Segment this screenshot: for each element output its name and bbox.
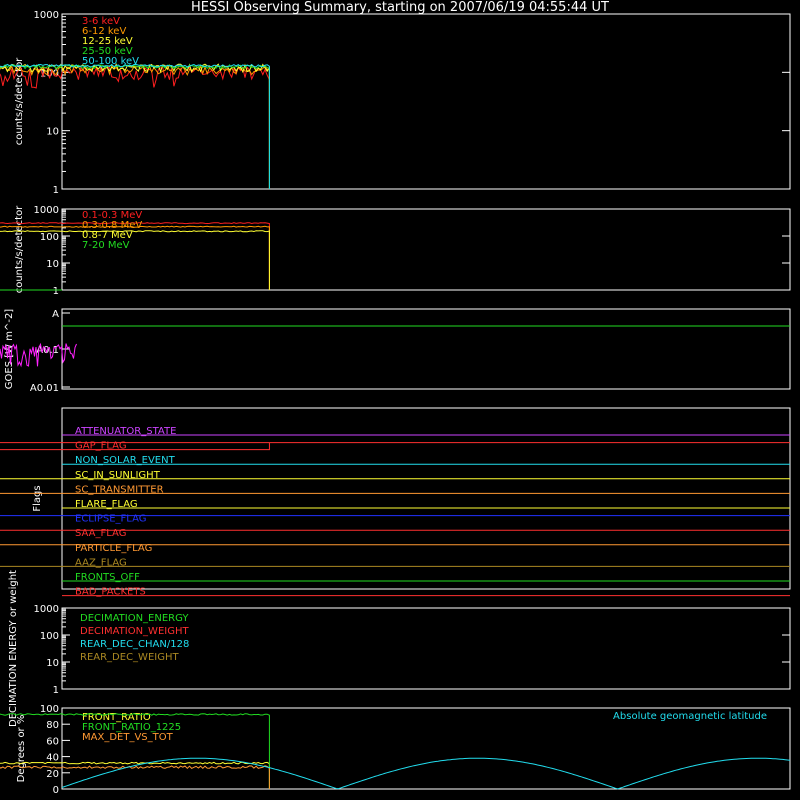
y-tick-label: 1000: [34, 10, 59, 21]
y-tick-label: 10: [46, 259, 59, 270]
y-axis-label-4: DECIMATION ENERGY or weight: [8, 570, 19, 727]
legend-entry-0: 3-6 keV: [82, 16, 120, 27]
flag-label-9: AAZ_FLAG: [75, 557, 127, 568]
panel-frame-3: [61, 407, 791, 590]
panel-frame-0: [61, 13, 791, 190]
flag-label-10: FRONTS_OFF: [75, 572, 140, 583]
series-line-2: [0, 765, 270, 790]
legend-entry-1: 0.3-0.8 MeV: [82, 220, 142, 231]
legend-entry-0: FRONT_RATIO: [82, 712, 151, 723]
series-line-3: [61, 757, 791, 790]
series-line-1: [0, 64, 270, 189]
flag-line-1: [0, 442, 790, 451]
y-tick-label: A: [52, 309, 59, 320]
legend-entry-3: REAR_DEC_WEIGHT: [80, 652, 179, 663]
series-line-2: [0, 230, 270, 291]
panel-frame-2: [61, 308, 791, 390]
flag-label-11: BAD_PACKETS: [75, 587, 146, 598]
y-tick-label: 1000: [34, 205, 59, 216]
series-line-1: [0, 225, 270, 291]
y-tick-label: 20: [46, 769, 59, 780]
series-line-0: [0, 65, 270, 189]
y-tick-label: 0: [53, 785, 59, 796]
flag-label-0: ATTENUATOR_STATE: [75, 426, 176, 437]
y-tick-label: 60: [46, 736, 59, 747]
legend-entry-3: 7-20 MeV: [82, 240, 130, 251]
flag-label-5: FLARE_FLAG: [75, 499, 138, 510]
panel-frame-4: [61, 607, 791, 690]
y-tick-label: 100: [40, 68, 59, 79]
y-tick-label: 1: [53, 685, 59, 696]
flag-label-7: SAA_FLAG: [75, 528, 126, 539]
flag-line-11: [62, 595, 790, 597]
y-axis-label-3: Flags: [32, 485, 43, 511]
y-tick-label: 1: [53, 185, 59, 196]
series-line-0: [0, 222, 270, 291]
y-axis-label-0: counts/s/detector: [14, 57, 25, 145]
y-tick-label: 10: [46, 658, 59, 669]
legend-entry-0: 0.1-0.3 MeV: [82, 210, 142, 221]
series-line-4: [0, 63, 270, 189]
annotation-latitude: Absolute geomagnetic latitude: [613, 711, 767, 722]
flag-label-8: PARTICLE_FLAG: [75, 543, 152, 554]
series-line-1: [0, 713, 270, 790]
y-tick-label: 100: [40, 704, 59, 715]
y-tick-label: 1: [53, 286, 59, 297]
y-tick-label: 80: [46, 720, 59, 731]
legend-entry-4: 50-100 keV: [82, 56, 139, 67]
flag-label-3: SC_IN_SUNLIGHT: [75, 470, 161, 481]
legend-entry-2: 0.8-7 MeV: [82, 230, 133, 241]
y-axis-label-5: Degrees or %: [16, 715, 27, 783]
y-tick-label: 100: [40, 232, 59, 243]
y-tick-label: 100: [40, 631, 59, 642]
legend-entry-2: MAX_DET_VS_TOT: [82, 732, 174, 743]
y-axis-label-1: counts/s/detector: [14, 205, 25, 293]
legend-entry-3: 25-50 keV: [82, 46, 133, 57]
legend-entry-2: 12-25 keV: [82, 36, 133, 47]
y-tick-label: 1000: [34, 604, 59, 615]
flag-label-2: NON_SOLAR_EVENT: [75, 455, 176, 466]
legend-entry-2: REAR_DEC_CHAN/128: [80, 639, 189, 650]
y-tick-label: 40: [46, 753, 59, 764]
series-line-2: [0, 63, 270, 189]
flag-label-6: ECLIPSE_FLAG: [75, 514, 146, 525]
panel-frame-5: [61, 707, 791, 790]
flag-label-1: GAP_FLAG: [75, 441, 127, 452]
y-tick-label: A0.01: [30, 383, 59, 394]
series-line-3: [0, 64, 270, 189]
legend-entry-1: DECIMATION_WEIGHT: [80, 626, 189, 637]
y-tick-label: 10: [46, 127, 59, 138]
legend-entry-1: FRONT_RATIO_1225: [82, 722, 181, 733]
chart-title: HESSI Observing Summary, starting on 200…: [191, 0, 609, 15]
panel-frame-1: [61, 208, 791, 291]
y-tick-label: A0.1: [36, 345, 59, 356]
legend-entry-1: 6-12 keV: [82, 26, 126, 37]
series-line-0: [0, 761, 270, 790]
legend-entry-0: DECIMATION_ENERGY: [80, 613, 189, 624]
flag-label-4: SC_TRANSMITTER: [75, 484, 164, 495]
